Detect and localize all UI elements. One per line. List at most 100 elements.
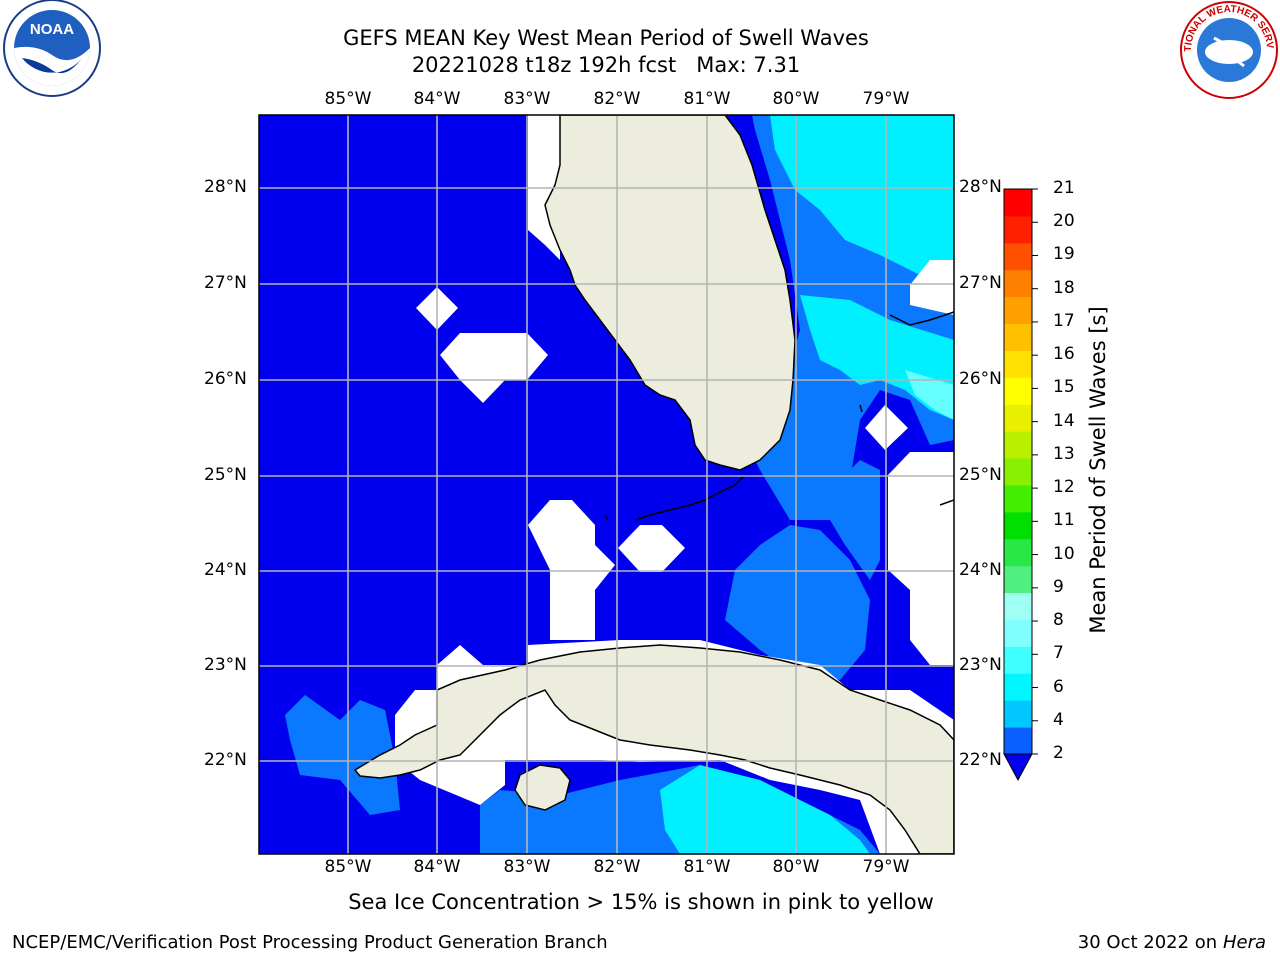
chart-title: GEFS MEAN Key West Mean Period of Swell … xyxy=(343,26,869,50)
missing-patch xyxy=(528,500,615,640)
colorbar-segment xyxy=(1004,565,1032,594)
colorbar-segment xyxy=(1004,404,1032,432)
colorbar-segment xyxy=(1004,592,1032,620)
swell-4-6-straits xyxy=(725,525,870,680)
land-florida xyxy=(544,115,796,471)
lat-label-right: 22°N xyxy=(959,750,1002,770)
colorbar-segment xyxy=(1004,673,1032,701)
colorbar-tick-label: 14 xyxy=(1053,410,1075,431)
swell-cyan-south xyxy=(660,765,870,854)
land-florida-keys xyxy=(634,474,746,521)
gridlines xyxy=(259,115,954,854)
lat-label-left: 26°N xyxy=(204,369,247,389)
colorbar-segment xyxy=(1004,727,1032,755)
lon-label-top: 81°W xyxy=(683,89,731,109)
swell-4-6-east xyxy=(825,460,880,580)
svg-text:NOAA: NOAA xyxy=(30,21,74,38)
colorbar-segment xyxy=(1004,619,1032,647)
lat-label-left: 24°N xyxy=(204,560,247,580)
lon-label-bottom: 84°W xyxy=(413,857,461,877)
colorbar-segment xyxy=(1004,296,1032,325)
colorbar-segment xyxy=(1004,350,1032,378)
colorbar-tick-label: 12 xyxy=(1053,477,1075,498)
lon-label-top: 80°W xyxy=(772,89,820,109)
colorbar-segment xyxy=(1004,431,1032,459)
colorbar-tick-label: 4 xyxy=(1053,709,1064,730)
colorbar-tick-label: 2 xyxy=(1053,743,1064,763)
lat-label-right: 28°N xyxy=(959,177,1002,197)
lon-label-top: 85°W xyxy=(324,89,372,109)
colorbar-tick-label: 7 xyxy=(1053,643,1064,664)
map-area xyxy=(259,115,954,854)
lon-label-bottom: 82°W xyxy=(593,857,641,877)
colorbar-segment xyxy=(1004,458,1032,486)
land-cuba xyxy=(353,644,954,854)
lat-label-left: 23°N xyxy=(204,655,247,675)
colorbar-title: Mean Period of Swell Waves [s] xyxy=(1086,306,1110,634)
swell-4-6-sw xyxy=(285,695,400,815)
missing-patch xyxy=(888,452,954,665)
colorbar-segment xyxy=(1004,323,1032,351)
colorbar-segment xyxy=(1004,700,1032,728)
lon-label-top: 83°W xyxy=(503,89,551,109)
lat-label-right: 23°N xyxy=(959,655,1002,675)
colorbar xyxy=(1003,188,1038,782)
lon-label-top: 84°W xyxy=(413,89,461,109)
colorbar-tick-label: 18 xyxy=(1053,277,1075,298)
colorbar-segment xyxy=(1004,511,1032,540)
lon-label-top: 79°W xyxy=(862,89,910,109)
colorbar-segment xyxy=(1004,242,1032,271)
forecast-date: 20221028 t18z 192h fcst xyxy=(411,53,677,77)
swell-light-bahamas xyxy=(905,370,954,420)
colorbar-tick-label: 6 xyxy=(1053,676,1064,697)
colorbar-segment xyxy=(1004,189,1032,217)
colorbar-tick-label: 17 xyxy=(1053,310,1075,331)
lon-label-bottom: 80°W xyxy=(772,857,820,877)
lat-label-left: 28°N xyxy=(204,177,247,197)
lat-label-right: 27°N xyxy=(959,273,1002,293)
footer-date-text: 30 Oct 2022 on xyxy=(1077,932,1218,953)
lon-label-bottom: 85°W xyxy=(324,857,372,877)
lat-label-left: 27°N xyxy=(204,273,247,293)
lat-label-left: 22°N xyxy=(204,750,247,770)
land-cay xyxy=(939,499,954,506)
land-cay xyxy=(604,514,609,521)
colorbar-segment xyxy=(1004,646,1032,674)
colorbar-tick-label: 11 xyxy=(1053,510,1075,531)
colorbar-segment xyxy=(1004,215,1032,244)
colorbar-tick-label: 8 xyxy=(1053,610,1064,631)
lat-label-right: 24°N xyxy=(959,560,1002,580)
colorbar-tick-label: 9 xyxy=(1053,576,1064,597)
lon-label-top: 82°W xyxy=(593,89,641,109)
lat-label-right: 26°N xyxy=(959,369,1002,389)
colorbar-tick-label: 19 xyxy=(1053,244,1075,265)
missing-patch xyxy=(910,260,954,315)
lon-label-bottom: 79°W xyxy=(862,857,910,877)
colorbar-tick-label: 10 xyxy=(1053,543,1075,564)
colorbar-under-arrow xyxy=(1003,753,1033,782)
noaa-logo: NOAA xyxy=(3,0,101,97)
missing-patch xyxy=(440,333,548,403)
colorbar-tick-label: 15 xyxy=(1053,377,1075,398)
swell-cyan-ne-inner xyxy=(770,115,954,275)
lon-label-bottom: 83°W xyxy=(503,857,551,877)
colorbar-tick-label: 21 xyxy=(1053,178,1075,198)
land-bahamas xyxy=(859,404,863,413)
footer-date: 30 Oct 2022 on Hera xyxy=(1078,932,1266,953)
chart-subtitle: 20221028 t18z 192h fcst Max: 7.31 xyxy=(256,53,956,77)
colorbar-segment xyxy=(1004,484,1032,513)
land-isla-juventud xyxy=(514,764,571,811)
colorbar-segment xyxy=(1004,269,1032,298)
colorbar-tick-label: 16 xyxy=(1053,344,1075,365)
sea-ice-caption: Sea Ice Concentration > 15% is shown in … xyxy=(348,890,934,914)
colorbar-segment xyxy=(1004,377,1032,405)
colorbar-tick-label: 13 xyxy=(1053,443,1075,464)
missing-patch xyxy=(618,525,685,572)
footer-machine: Hera xyxy=(1222,932,1266,953)
footer-credit: NCEP/EMC/Verification Post Processing Pr… xyxy=(12,932,608,953)
colorbar-frame xyxy=(1003,188,1033,755)
map-frame xyxy=(258,114,955,855)
colorbar-segment xyxy=(1004,538,1032,567)
max-value: Max: 7.31 xyxy=(696,53,801,77)
